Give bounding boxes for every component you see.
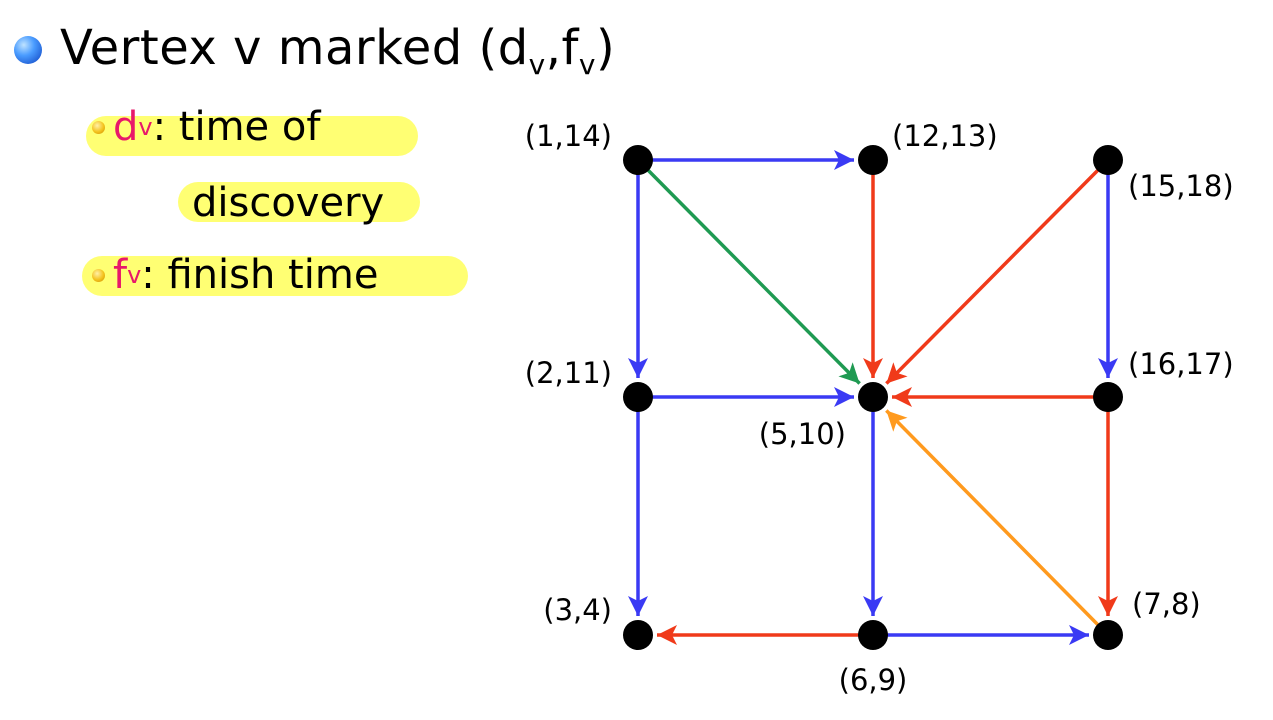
fv-subscript: v [127, 261, 142, 289]
fv-description: : finish time [141, 252, 379, 298]
dv-symbol: d [113, 104, 139, 150]
vertex-b [858, 145, 888, 175]
vertex-g [623, 620, 653, 650]
vertex-h [858, 620, 888, 650]
title-suffix: ) [595, 19, 616, 76]
highlight-fv [82, 256, 468, 296]
fv-symbol: f [113, 252, 128, 298]
edge-i-e-cross [885, 409, 1101, 627]
vertex-label-b: (12,13) [892, 119, 998, 153]
vertex-label-e: (5,10) [759, 417, 846, 451]
title-text: Vertex v marked (dv,fv) [60, 20, 615, 81]
vertex-a [623, 145, 653, 175]
vertex-label-d: (2,11) [525, 356, 612, 390]
vertex-f [1093, 382, 1123, 412]
vertex-label-f: (16,17) [1128, 347, 1234, 381]
slide-title: Vertex v marked (dv,fv) [14, 14, 615, 86]
vertex-i [1093, 620, 1123, 650]
bullet-dot-icon [92, 120, 105, 134]
dv-description: : time of [152, 104, 321, 150]
title-bullet-icon [14, 36, 42, 64]
vertex-label-g: (3,4) [543, 593, 612, 627]
vertex-label-a: (1,14) [525, 119, 612, 153]
title-sub-2: v [578, 47, 596, 81]
title-sub-1: v [528, 47, 546, 81]
dv-description-cont: discovery [192, 180, 385, 226]
bullet-dot-icon [92, 268, 105, 282]
vertex-label-h: (6,9) [839, 663, 908, 697]
vertex-d [623, 382, 653, 412]
title-comma: ,f [545, 19, 579, 76]
bullet-discovery-continuation: discovery [192, 178, 384, 228]
edge-a-e-forward [645, 167, 861, 385]
edge-c-e-back [885, 167, 1101, 385]
vertex-e [858, 382, 888, 412]
vertex-label-c: (15,18) [1128, 169, 1234, 203]
dv-subscript: v [138, 113, 153, 141]
vertex-label-i: (7,8) [1132, 587, 1201, 621]
highlight-dv-line2 [178, 182, 420, 222]
title-prefix: Vertex v marked (d [60, 19, 529, 76]
highlight-dv-line1 [86, 116, 418, 156]
vertex-c [1093, 145, 1123, 175]
